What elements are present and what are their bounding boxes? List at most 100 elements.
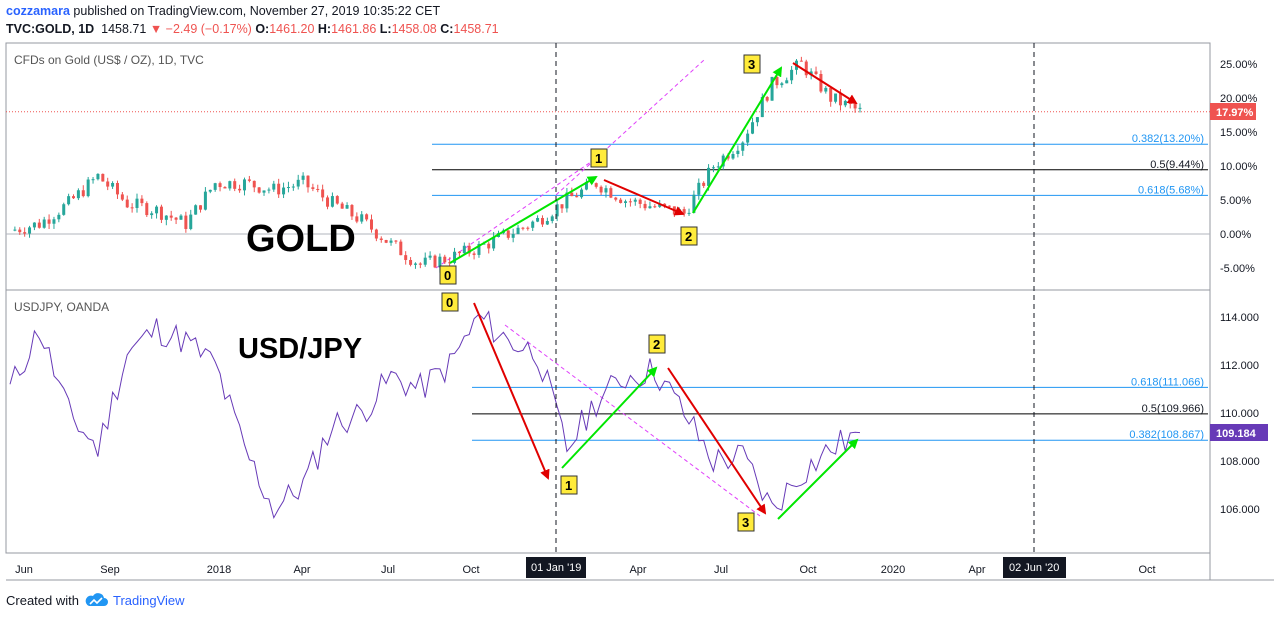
gold-candle xyxy=(238,188,242,191)
gold-candle xyxy=(335,196,339,204)
svg-text:1: 1 xyxy=(565,478,572,493)
time-axis-tick: Apr xyxy=(293,564,310,576)
gold-candle xyxy=(47,219,51,224)
gold-candle xyxy=(555,204,559,217)
gold-candle xyxy=(663,203,667,206)
gold-candle xyxy=(13,229,17,231)
red-wave-arrow xyxy=(603,179,685,216)
gold-axis-tick: 10.00% xyxy=(1220,161,1258,173)
gold-fib-label: 0.5(9.44%) xyxy=(1150,159,1204,171)
gold-candle xyxy=(267,189,271,191)
gold-candle xyxy=(809,71,813,76)
gold-candle xyxy=(838,93,842,106)
gold-candle xyxy=(169,215,173,218)
tradingview-link[interactable]: TradingView xyxy=(112,592,185,608)
gold-candle xyxy=(619,199,623,203)
gold-candle xyxy=(96,173,100,180)
gold-candle xyxy=(453,251,457,263)
gold-candle xyxy=(369,219,373,230)
usdjpy-wave-label-2: 2 xyxy=(648,334,666,354)
gold-candle xyxy=(570,192,574,197)
gold-candle xyxy=(174,217,178,220)
gold-candle xyxy=(731,153,735,159)
gold-candle xyxy=(277,183,281,195)
gold-candle xyxy=(526,227,530,229)
gold-wave-label-1: 1 xyxy=(590,148,608,168)
gold-price-badge-text: 17.97% xyxy=(1216,107,1254,119)
gold-candle xyxy=(194,205,198,215)
gold-candle xyxy=(804,61,808,76)
gold-candle xyxy=(140,198,144,204)
published-text: published on TradingView.com, November 2… xyxy=(73,4,441,18)
usdjpy-price-badge xyxy=(1210,424,1268,441)
footer-credit: Created with TradingView xyxy=(6,592,185,608)
date-badge-2 xyxy=(1003,557,1066,578)
gold-candle xyxy=(760,97,764,118)
gold-big-label: GOLD xyxy=(246,218,356,260)
gold-candle xyxy=(834,93,838,102)
gold-axis-tick: 15.00% xyxy=(1220,127,1258,139)
gold-candle xyxy=(330,196,334,207)
usdjpy-wave-label-3: 3 xyxy=(737,512,755,532)
time-axis-tick: Oct xyxy=(462,564,479,576)
gold-candle xyxy=(125,199,129,208)
time-axis-tick: Sep xyxy=(100,564,120,576)
usdjpy-pane-title: USDJPY, OANDA xyxy=(14,300,109,314)
green-wave-arrow xyxy=(777,438,859,520)
gold-candle xyxy=(829,87,833,102)
gold-candle xyxy=(409,259,413,265)
usdjpy-pane[interactable]: 0.618(111.066) 0.5(109.966) 0.382(108.867) xyxy=(9,302,1208,520)
gold-candle xyxy=(413,263,417,265)
date-badge-1-text: 01 Jan '19 xyxy=(531,562,581,574)
price-change: ▼ −2.49 (−0.17%) xyxy=(149,22,252,36)
gold-candle xyxy=(115,182,119,195)
gold-candle xyxy=(257,187,261,193)
gold-candle xyxy=(384,239,388,243)
gold-channel-line xyxy=(555,59,705,196)
gold-candle xyxy=(32,222,36,228)
usdjpy-line-series xyxy=(9,310,861,520)
usdjpy-axis-tick: 106.000 xyxy=(1220,504,1260,516)
gold-candle xyxy=(614,197,618,200)
svg-text:0: 0 xyxy=(444,268,451,283)
gold-candle xyxy=(785,80,789,84)
time-axis-tick: Jun xyxy=(15,564,33,576)
gold-candle xyxy=(394,240,398,242)
gold-candle xyxy=(540,217,544,225)
gold-candle xyxy=(462,245,466,254)
gold-candle xyxy=(296,179,300,187)
gold-pane[interactable]: 0.382(13.20%) 0.5(9.44%) 0.618(5.68%) xyxy=(6,56,1210,273)
time-axis-tick: Apr xyxy=(629,564,646,576)
gold-candle xyxy=(404,255,408,260)
close-value: 1458.71 xyxy=(453,22,499,36)
gold-candle xyxy=(62,204,66,215)
gold-candle xyxy=(306,175,310,188)
gold-candle xyxy=(775,76,779,86)
gold-candle xyxy=(751,122,755,134)
gold-candle xyxy=(814,71,818,74)
gold-fib-label: 0.382(13.20%) xyxy=(1132,133,1204,145)
gold-candle xyxy=(350,205,354,217)
usdjpy-price-badge-text: 109.184 xyxy=(1216,428,1257,440)
green-wave-arrow xyxy=(692,66,783,214)
time-axis-tick: 2020 xyxy=(881,564,905,576)
gold-candle xyxy=(545,221,549,225)
low-value: 1458.08 xyxy=(391,22,437,36)
usdjpy-axis-tick: 110.000 xyxy=(1220,408,1259,420)
gold-wave-label-2: 2 xyxy=(680,226,698,246)
created-with-text: Created with xyxy=(6,592,79,608)
gold-candle xyxy=(824,87,828,92)
close-label: C: xyxy=(440,22,454,36)
author-link[interactable]: cozzamara xyxy=(6,4,70,18)
gold-candle xyxy=(687,212,691,214)
svg-text:2: 2 xyxy=(685,229,692,244)
gold-candle xyxy=(843,100,847,106)
time-axis-tick: Jul xyxy=(381,564,395,576)
gold-axis-tick: -5.00% xyxy=(1220,263,1255,275)
gold-candle xyxy=(531,221,535,228)
gold-candle xyxy=(624,201,628,203)
gold-candle xyxy=(399,241,403,256)
low-label: L: xyxy=(379,22,392,36)
chart-canvas[interactable]: 0.382(13.20%) 0.5(9.44%) 0.618(5.68%) 0.61… xyxy=(0,0,1274,590)
gold-price-badge xyxy=(1210,103,1256,120)
